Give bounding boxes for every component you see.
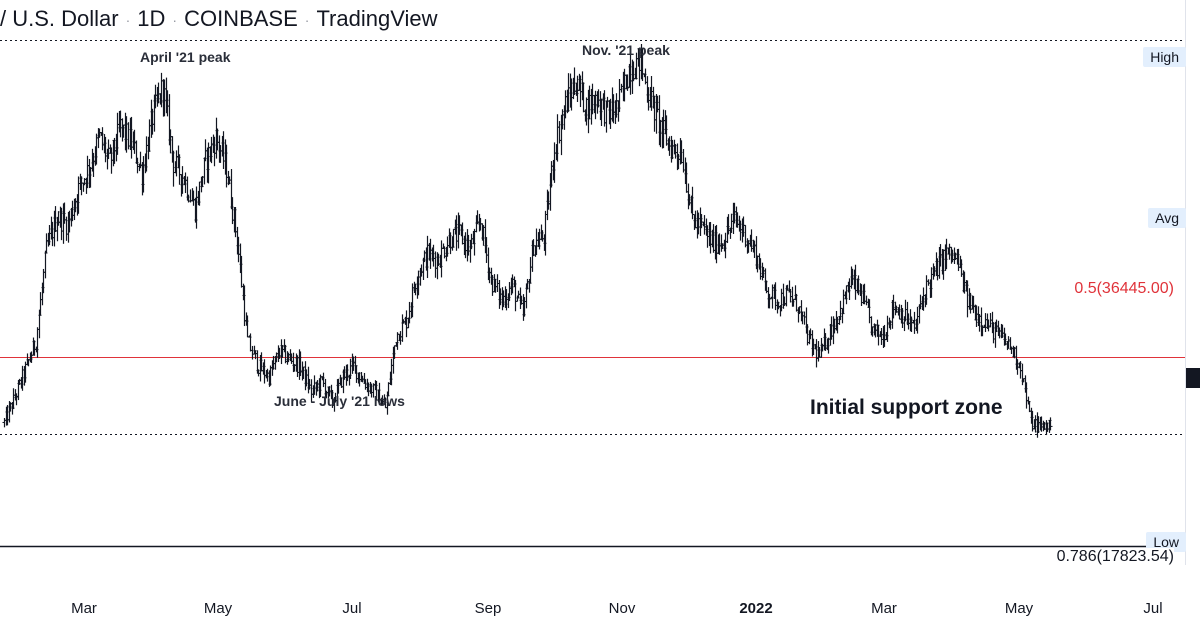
ohlc-bar — [202, 157, 207, 185]
nov-peak-annotation: Nov. '21 peak — [582, 42, 670, 58]
header-separator: · — [172, 12, 178, 29]
interval-label[interactable]: 1D — [137, 6, 166, 31]
fib-05-label: 0.5(36445.00) — [1074, 280, 1174, 297]
chart-header: / U.S. Dollar · 1D · COINBASE · TradingView — [0, 6, 438, 32]
x-tick-label: Sep — [474, 600, 502, 617]
price-axis-separator — [1185, 0, 1186, 565]
x-tick-label: May — [1004, 600, 1034, 617]
high-price-tag: High — [1143, 47, 1186, 67]
june-july-lows-annotation: June - July '21 lows — [274, 393, 405, 409]
x-tick-label: Jul — [342, 600, 362, 617]
last-price-marker — [1186, 368, 1200, 388]
header-separator: · — [125, 12, 131, 29]
ohlc-bar — [1048, 417, 1053, 431]
x-tick-label: Mar — [871, 600, 897, 617]
low-price-tag: Low — [1146, 532, 1186, 552]
x-tick-label: 2022 — [739, 600, 773, 617]
source-label: TradingView — [316, 6, 438, 31]
x-tick-label: May — [203, 600, 233, 617]
levels-group — [0, 40, 1186, 548]
exchange-label: COINBASE — [184, 6, 298, 31]
ohlc-bars-group — [2, 44, 1053, 438]
x-tick-label: Jul — [1143, 600, 1163, 617]
support-zone-annotation: Initial support zone — [810, 396, 1003, 419]
symbol-text[interactable]: / U.S. Dollar — [0, 6, 119, 31]
fib-0786-label: 0.786(17823.54) — [1056, 548, 1174, 566]
avg-price-tag: Avg — [1148, 208, 1186, 228]
x-tick-label: Mar — [71, 600, 97, 617]
april-peak-annotation: April '21 peak — [140, 49, 231, 65]
x-tick-label: Nov — [608, 600, 636, 617]
header-separator: · — [304, 12, 310, 29]
